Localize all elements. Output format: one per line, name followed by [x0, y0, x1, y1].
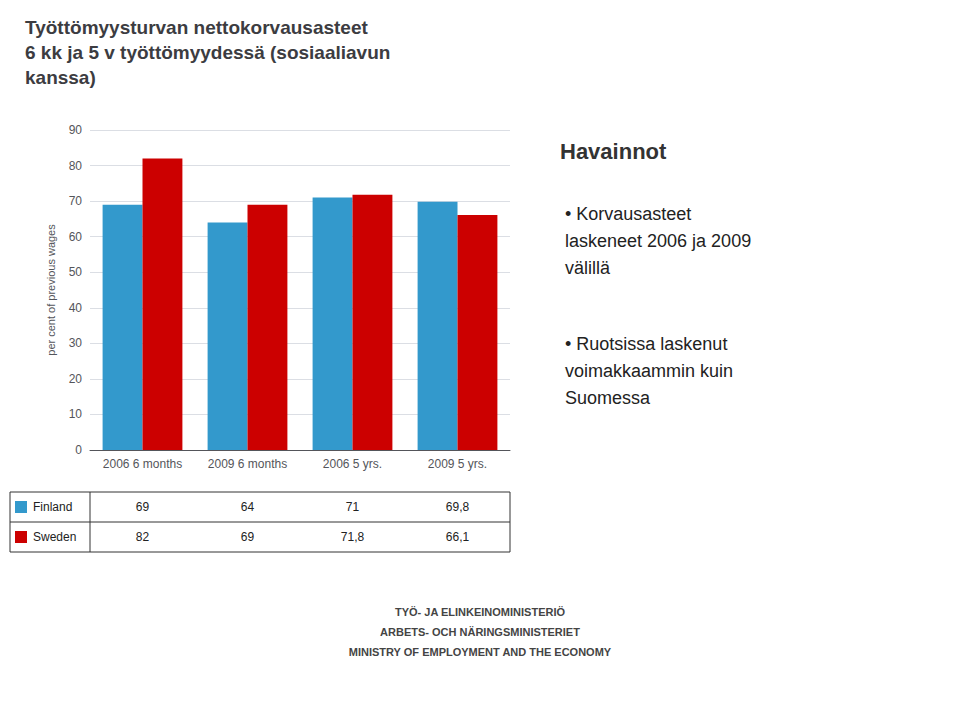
svg-text:0: 0 — [75, 443, 82, 457]
svg-text:2006 5 yrs.: 2006 5 yrs. — [323, 457, 382, 471]
svg-text:per cent of previous wages: per cent of previous wages — [45, 224, 57, 356]
svg-text:70: 70 — [69, 194, 83, 208]
svg-text:66,1: 66,1 — [446, 530, 470, 544]
svg-text:69,8: 69,8 — [446, 500, 470, 514]
svg-text:90: 90 — [69, 123, 83, 137]
svg-text:MINISTRY OF EMPLOYMENT AND THE: MINISTRY OF EMPLOYMENT AND THE ECONOMY — [349, 646, 612, 658]
svg-text:71,8: 71,8 — [341, 530, 365, 544]
svg-text:välillä: välillä — [565, 258, 611, 278]
svg-text:2009 6 months: 2009 6 months — [208, 457, 287, 471]
svg-text:60: 60 — [69, 230, 83, 244]
svg-text:ARBETS- OCH NÄRINGSMINISTERIET: ARBETS- OCH NÄRINGSMINISTERIET — [380, 626, 580, 638]
svg-text:30: 30 — [69, 336, 83, 350]
svg-text:20: 20 — [69, 372, 83, 386]
svg-text:Havainnot: Havainnot — [560, 139, 667, 164]
svg-text:10: 10 — [69, 407, 83, 421]
svg-text:Työttömyysturvan nettokorvausa: Työttömyysturvan nettokorvausasteet — [25, 17, 368, 38]
svg-text:50: 50 — [69, 265, 83, 279]
svg-text:kanssa): kanssa) — [25, 67, 96, 88]
svg-text:69: 69 — [136, 500, 150, 514]
svg-text:82: 82 — [136, 530, 150, 544]
svg-text:6 kk ja 5 v työttömyydessä (so: 6 kk ja 5 v työttömyydessä (sosiaaliavun — [25, 42, 390, 63]
svg-text:TYÖ- JA ELINKEINOMINISTERIÖ: TYÖ- JA ELINKEINOMINISTERIÖ — [395, 606, 566, 618]
svg-text:80: 80 — [69, 159, 83, 173]
svg-text:• Korvausasteet: • Korvausasteet — [565, 204, 691, 224]
svg-text:2009 5 yrs.: 2009 5 yrs. — [428, 457, 487, 471]
svg-text:laskeneet 2006 ja 2009: laskeneet 2006 ja 2009 — [565, 231, 751, 251]
svg-text:69: 69 — [241, 530, 255, 544]
svg-text:• Ruotsissa laskenut: • Ruotsissa laskenut — [565, 334, 727, 354]
svg-text:40: 40 — [69, 301, 83, 315]
svg-text:Sweden: Sweden — [33, 530, 76, 544]
svg-text:voimakkaammin kuin: voimakkaammin kuin — [565, 361, 733, 381]
svg-text:64: 64 — [241, 500, 255, 514]
svg-text:2006 6 months: 2006 6 months — [103, 457, 182, 471]
svg-text:71: 71 — [346, 500, 360, 514]
svg-text:Suomessa: Suomessa — [565, 388, 651, 408]
svg-text:Finland: Finland — [33, 500, 72, 514]
